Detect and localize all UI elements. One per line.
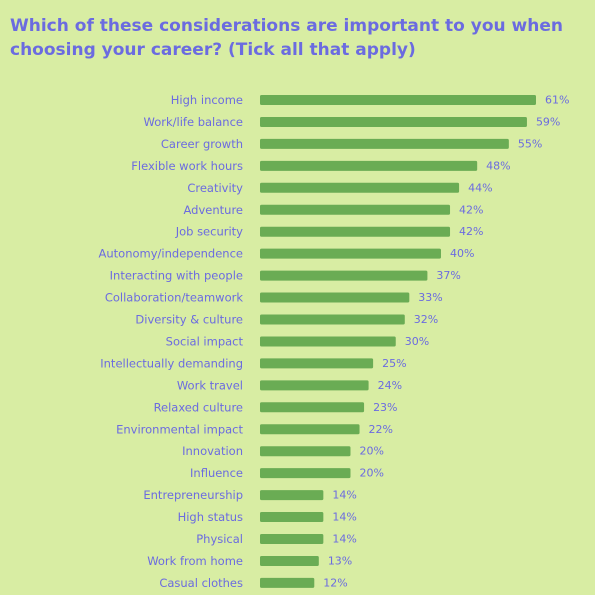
value-label: 42% xyxy=(459,225,483,238)
category-label: Physical xyxy=(196,532,243,546)
value-label: 55% xyxy=(518,137,542,150)
value-label: 42% xyxy=(459,203,483,216)
bar xyxy=(260,160,478,171)
category-label: Diversity & culture xyxy=(135,313,243,327)
value-label: 61% xyxy=(545,94,569,107)
value-label: 25% xyxy=(382,357,406,370)
value-label: 20% xyxy=(359,445,383,458)
bar xyxy=(260,555,319,566)
bar xyxy=(260,292,410,303)
bar xyxy=(260,182,460,193)
category-label: Influence xyxy=(190,466,243,480)
category-label: Casual clothes xyxy=(159,576,243,590)
category-label: Innovation xyxy=(182,444,243,458)
value-label: 23% xyxy=(373,401,397,414)
bar xyxy=(260,95,536,105)
category-label: Work/life balance xyxy=(144,115,243,129)
bar xyxy=(260,226,451,237)
value-label: 30% xyxy=(405,335,429,348)
value-label: 24% xyxy=(378,379,402,392)
category-label: Intellectually demanding xyxy=(100,356,243,370)
value-label: 40% xyxy=(450,247,474,260)
bar xyxy=(260,490,324,501)
value-label: 13% xyxy=(328,554,352,567)
bar xyxy=(260,468,351,479)
value-label: 48% xyxy=(486,159,510,172)
category-label: Interacting with people xyxy=(110,269,243,283)
category-label: Adventure xyxy=(184,203,243,217)
bar xyxy=(260,248,441,259)
bar xyxy=(260,270,428,281)
category-label: Flexible work hours xyxy=(131,159,243,173)
value-label: 20% xyxy=(359,467,383,480)
category-label: Career growth xyxy=(161,137,243,151)
bar xyxy=(260,138,509,149)
category-label: Social impact xyxy=(166,334,244,348)
value-label: 44% xyxy=(468,181,492,194)
bar xyxy=(260,512,324,523)
bar xyxy=(260,577,315,588)
bar xyxy=(260,534,324,544)
value-label: 14% xyxy=(332,489,356,502)
category-label: Creativity xyxy=(187,181,243,195)
value-label: 32% xyxy=(414,313,438,326)
category-label: Job security xyxy=(175,225,243,239)
value-label: 33% xyxy=(418,291,442,304)
value-label: 14% xyxy=(332,533,356,546)
category-label: Entrepreneurship xyxy=(143,488,243,502)
category-label: High status xyxy=(178,510,243,524)
category-label: Environmental impact xyxy=(116,422,243,436)
category-label: Work travel xyxy=(177,378,243,392)
category-label: Autonomy/independence xyxy=(99,247,244,261)
chart-title: Which of these considerations are import… xyxy=(10,16,563,60)
value-label: 37% xyxy=(436,269,460,282)
bar xyxy=(260,424,360,435)
category-label: Work from home xyxy=(147,554,243,568)
category-label: Collaboration/teamwork xyxy=(105,291,244,305)
category-label: High income xyxy=(171,93,243,107)
bar xyxy=(260,402,365,413)
category-label: Relaxed culture xyxy=(154,400,243,414)
value-label: 59% xyxy=(536,115,560,128)
value-label: 14% xyxy=(332,511,356,524)
bar xyxy=(260,116,527,127)
bar xyxy=(260,380,369,391)
value-label: 12% xyxy=(323,576,347,589)
bar xyxy=(260,336,396,347)
bar xyxy=(260,358,374,369)
bar xyxy=(260,204,451,215)
value-label: 22% xyxy=(369,423,393,436)
bar xyxy=(260,314,405,325)
bar xyxy=(260,446,351,457)
